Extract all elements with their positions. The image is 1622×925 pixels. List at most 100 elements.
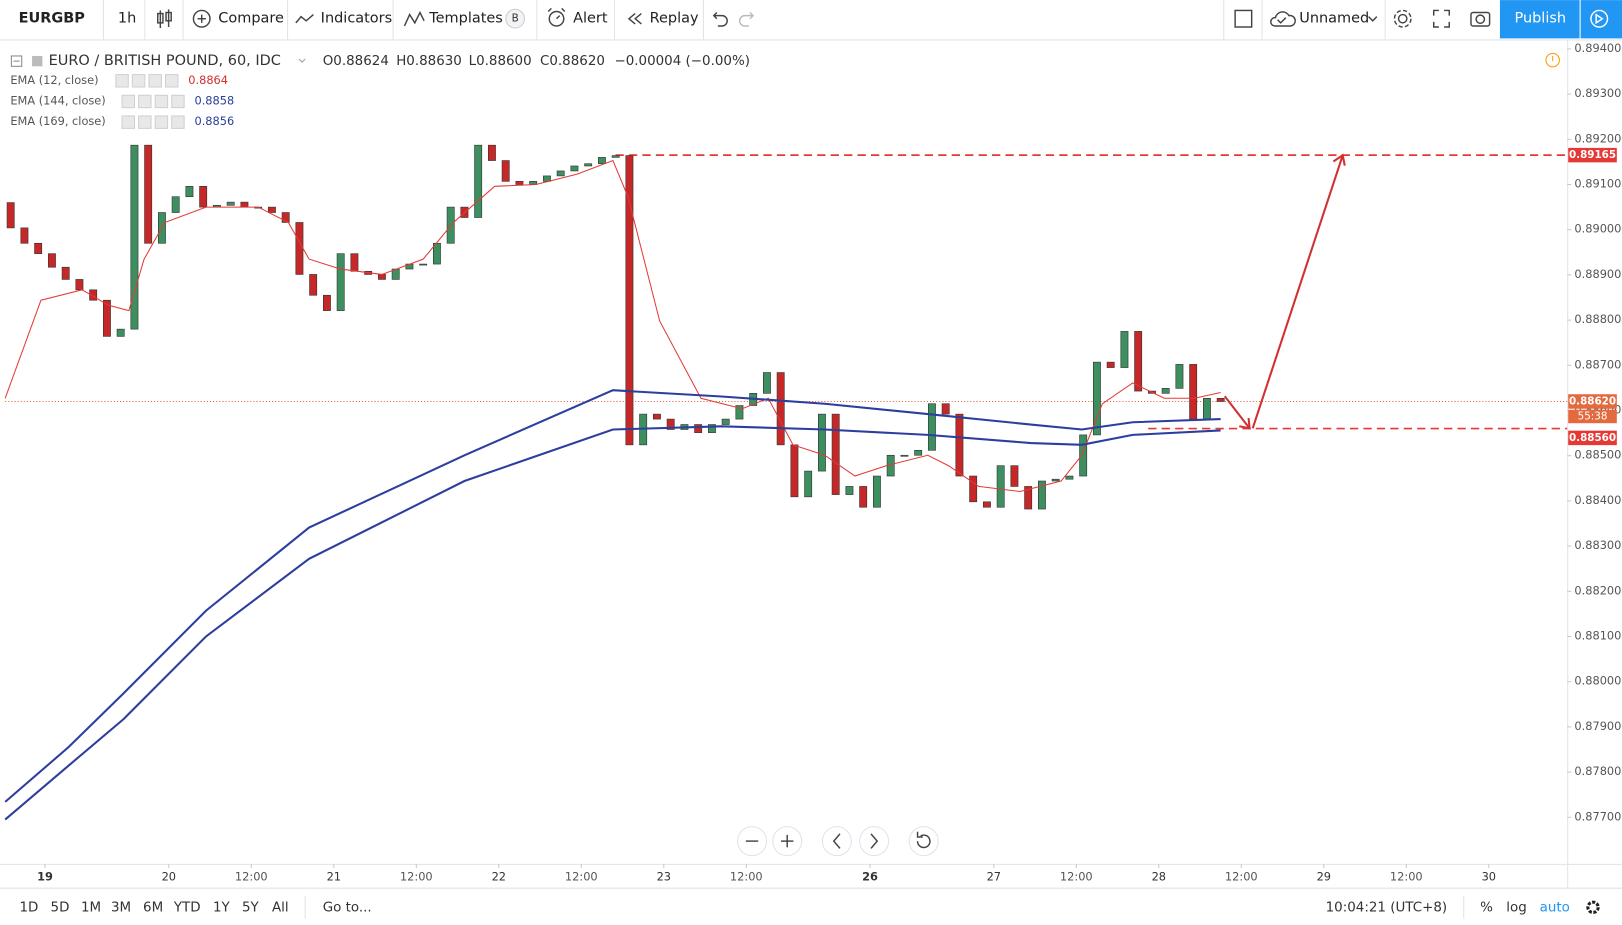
candle [611,155,620,158]
candle [1216,397,1225,402]
scroll-right[interactable] [859,826,890,857]
time-tick-label: 12:00 [565,869,598,883]
study-control[interactable] [164,74,179,88]
range-button[interactable]: 1Y [213,900,231,915]
time-tick-label: 23 [657,869,671,883]
ohlc-low: L0.88600 [469,54,532,69]
collapse-legend[interactable] [10,55,23,67]
replay-button[interactable]: Replay [650,11,699,27]
candle [969,475,978,503]
candle [804,470,813,498]
price-tick-label: 0.89400 [1574,41,1621,55]
candle [1079,434,1088,477]
price-tick-label: 0.88300 [1574,538,1621,552]
candle [226,201,235,206]
study-control[interactable] [171,94,185,109]
ohlc-high: H0.88630 [396,54,462,69]
select-icon[interactable] [1234,9,1253,28]
study-control[interactable] [115,74,129,88]
study-control[interactable] [154,115,169,129]
study-control[interactable] [121,94,135,109]
redo-button[interactable] [738,12,755,27]
compare-icon[interactable] [192,9,211,28]
candle [666,418,675,430]
layout-menu[interactable] [1368,16,1378,22]
range-button[interactable]: 1D [20,900,39,915]
chart-navigation [737,826,939,857]
replay-icon[interactable] [627,12,642,25]
templates-icon[interactable] [403,10,425,27]
fullscreen-button[interactable] [1433,9,1450,28]
candle [529,181,538,185]
candle [1024,486,1033,510]
study-control[interactable] [138,115,152,129]
candle [474,144,483,218]
last-price-label: 0.88620 [1569,395,1616,407]
snapshot-button[interactable] [1470,11,1491,27]
range-button[interactable]: 5Y [242,900,260,915]
study-control[interactable] [171,115,185,129]
study-name: EMA (144, close) [10,93,105,107]
candle [900,454,909,457]
plot-area: 0.89400 0.89300 0.89200 0.89100 0.89000 0.889… [4,41,1621,883]
candle [1051,478,1060,482]
price-tick-label: 0.89100 [1574,177,1621,191]
alert-button[interactable]: Alert [573,11,608,27]
indicators-button[interactable]: Indicators [321,11,392,27]
candle [790,444,799,498]
publish-button[interactable]: Publish [1514,11,1566,27]
candle [432,242,441,265]
interval[interactable]: 1h [118,11,136,27]
candle [295,222,304,275]
alert-icon[interactable] [547,7,566,27]
up-arrow-head [1332,153,1346,166]
countdown-bg [1568,409,1617,424]
price-tick-label: 0.88800 [1574,312,1621,326]
log-toggle[interactable]: log [1506,900,1526,915]
symbol[interactable]: EURGBP [19,11,86,27]
candle [927,403,936,451]
ema-line [4,159,1221,492]
study-control[interactable] [154,94,169,109]
percent-toggle[interactable]: % [1480,900,1493,915]
candle [776,372,785,446]
range-button[interactable]: 6M [143,900,163,915]
range-button[interactable]: YTD [173,900,201,915]
title-menu[interactable] [298,58,306,63]
bottom-bar: 1D 5D 1M 3M 6M YTD 1Y 5Y All Go to... 10:04:21 (UT… [20,895,1600,919]
ohlc-close: C0.88620 [540,54,605,69]
compare-button[interactable]: Compare [218,11,284,27]
range-button[interactable]: All [272,900,289,915]
ema-line [4,425,1221,821]
candle [1092,361,1101,436]
study-control[interactable] [138,94,152,109]
support-label: 0.88560 [1569,432,1616,444]
range-button[interactable]: 5D [51,900,70,915]
auto-toggle[interactable]: auto [1540,900,1570,915]
study-control[interactable] [131,74,146,88]
reset-view[interactable] [908,826,939,857]
warning-icon[interactable] [1545,52,1560,68]
candle [6,202,15,229]
publish-bg[interactable] [1499,0,1580,39]
range-button[interactable]: 1M [81,900,101,915]
undo-button[interactable] [712,12,728,27]
candle [1010,465,1019,487]
range-button[interactable]: 3M [111,900,131,915]
cloud-icon [1270,11,1296,27]
settings-button[interactable] [1393,9,1412,28]
symbol-flag [32,55,43,67]
axis-settings[interactable] [1586,900,1600,915]
study-control[interactable] [148,74,162,88]
study-control[interactable] [121,115,135,129]
templates-button[interactable]: Templates [428,11,503,27]
goto-button[interactable]: Go to... [323,900,372,915]
chart-style-icon[interactable] [157,9,172,29]
indicators-icon[interactable] [295,14,314,24]
candle [1175,364,1184,389]
layout-name[interactable]: Unnamed [1299,11,1369,27]
time-tick-label: 12:00 [400,869,433,883]
candle [185,186,194,198]
candle [584,163,593,167]
scroll-left[interactable] [821,826,852,857]
